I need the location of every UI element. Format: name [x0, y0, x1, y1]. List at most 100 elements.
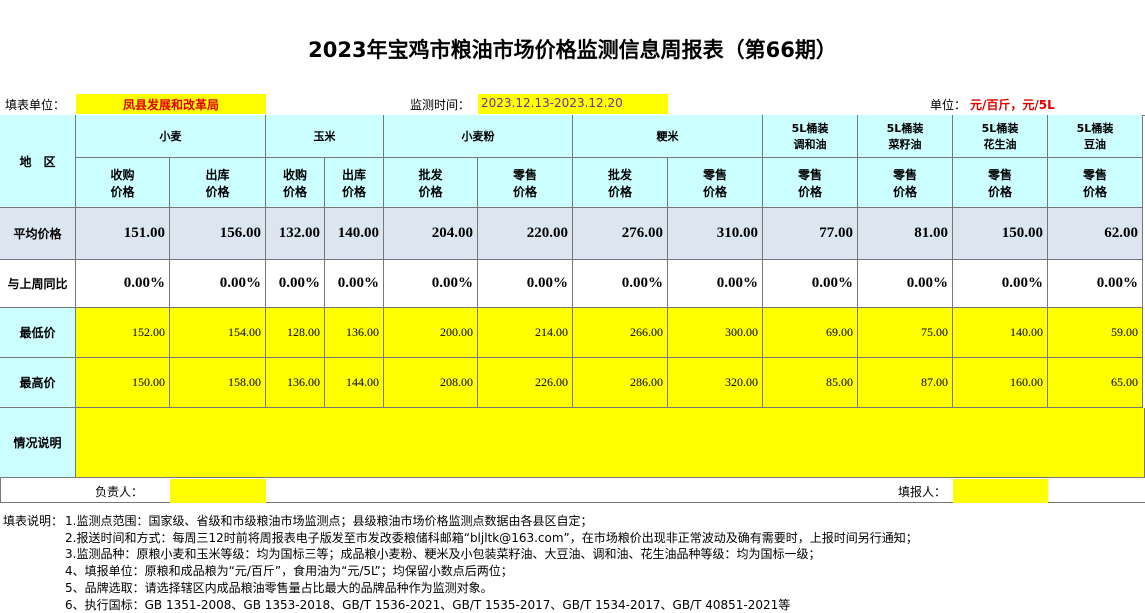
sub-header: 出库 价格	[170, 158, 266, 208]
group-header: 粳米	[573, 115, 763, 158]
sub-header: 零售 价格	[1048, 158, 1143, 208]
group-header-line: 粳米	[656, 130, 679, 143]
cell: 144.00	[325, 358, 384, 408]
cell: 150.00	[76, 358, 170, 408]
cell: 276.00	[573, 208, 668, 260]
cell: 0.00%	[76, 260, 170, 308]
responsible-label: 负责人：	[95, 485, 144, 499]
remarks-label: 情况说明	[0, 408, 76, 478]
cell: 0.00%	[763, 260, 858, 308]
row-label: 平均价格	[0, 208, 76, 260]
cell: 136.00	[325, 308, 384, 358]
sub-header: 零售 价格	[763, 158, 858, 208]
cell: 77.00	[763, 208, 858, 260]
sub-header-line: 价格	[205, 184, 230, 199]
note-line: 4、填报单位：原粮和成品粮为“元/百斤”，食用油为“元/5L”；均保留小数点后两…	[65, 564, 513, 579]
sub-header-line: 零售	[1082, 167, 1107, 182]
sub-header: 出库 价格	[325, 158, 384, 208]
sub-header-line: 价格	[987, 184, 1012, 199]
sub-header: 收购 价格	[266, 158, 325, 208]
cell: 87.00	[858, 358, 953, 408]
sub-header: 收购 价格	[76, 158, 170, 208]
cell: 154.00	[170, 308, 266, 358]
group-header: 5L桶装 花生油	[953, 115, 1048, 158]
remarks	[76, 408, 1145, 478]
group-header-line: 5L桶装	[1076, 122, 1114, 135]
sub-header: 零售 价格	[953, 158, 1048, 208]
reporter-label: 填报人：	[898, 485, 947, 499]
cell: 128.00	[266, 308, 325, 358]
group-header: 5L桶装 调和油	[763, 115, 858, 158]
cell: 310.00	[668, 208, 763, 260]
cell: 200.00	[384, 308, 478, 358]
cell: 69.00	[763, 308, 858, 358]
cell: 150.00	[953, 208, 1048, 260]
cell: 75.00	[858, 308, 953, 358]
cell: 0.00%	[858, 260, 953, 308]
cell: 156.00	[170, 208, 266, 260]
sub-header-line: 价格	[512, 184, 537, 199]
cell: 140.00	[325, 208, 384, 260]
group-header-line: 5L桶装	[886, 122, 924, 135]
footer-row	[0, 478, 1145, 503]
group-header-line: 玉米	[313, 130, 336, 143]
cell: 152.00	[76, 308, 170, 358]
sub-header-line: 零售	[702, 167, 727, 182]
cell: 220.00	[478, 208, 573, 260]
cell: 300.00	[668, 308, 763, 358]
sub-header: 批发 价格	[384, 158, 478, 208]
sub-header-line: 零售	[797, 167, 822, 182]
sub-header-line: 价格	[341, 184, 366, 199]
cell: 208.00	[384, 358, 478, 408]
group-header: 小麦	[76, 115, 266, 158]
responsible	[170, 479, 266, 503]
cell: 0.00%	[1048, 260, 1143, 308]
cell: 0.00%	[478, 260, 573, 308]
cell: 65.00	[1048, 358, 1143, 408]
group-header-line: 菜籽油	[888, 138, 922, 151]
cell: 0.00%	[266, 260, 325, 308]
group-header-line: 5L桶装	[981, 122, 1019, 135]
region-header: 地 区	[0, 115, 76, 208]
sub-header-line: 零售	[987, 167, 1012, 182]
group-header-line: 豆油	[1084, 138, 1106, 151]
period-label: 监测时间：	[410, 98, 471, 112]
note-line: 5、品牌选取：请选择辖区内成品粮油零售量占比最大的品牌品种作为监测对象。	[65, 580, 493, 595]
sub-header: 零售 价格	[668, 158, 763, 208]
title: 2023年宝鸡市粮油市场价格监测信息周报表（第66期）	[308, 38, 837, 62]
cell: 140.00	[953, 308, 1048, 358]
sub-header-line: 零售	[512, 167, 537, 182]
sub-header: 批发 价格	[573, 158, 668, 208]
sub-header-line: 价格	[607, 184, 632, 199]
cell: 0.00%	[573, 260, 668, 308]
group-header-line: 小麦粉	[461, 130, 495, 143]
measure: 元/百斤，元/5L	[970, 98, 1055, 112]
sub-header-line: 出库	[341, 167, 366, 182]
cell: 132.00	[266, 208, 325, 260]
cell: 0.00%	[170, 260, 266, 308]
cell: 320.00	[668, 358, 763, 408]
sub-header-line: 出库	[205, 167, 230, 182]
sub-header-line: 价格	[418, 184, 443, 199]
sub-header-line: 价格	[892, 184, 917, 199]
sub-header-line: 批发	[607, 167, 632, 182]
cell: 204.00	[384, 208, 478, 260]
note-line: 6、执行国标：GB 1351-2008、GB 1353-2018、GB/T 15…	[65, 597, 791, 612]
note-line: 2.报送时间和方式：每周三12时前将周报表电子版发至市发改委粮储科邮箱“bljl…	[65, 530, 918, 545]
sub-header: 零售 价格	[858, 158, 953, 208]
measure-label: 单位：	[930, 98, 967, 112]
reporter	[953, 479, 1048, 503]
period: 2023.12.13-2023.12.20	[478, 94, 668, 114]
group-header: 5L桶装菜籽油	[858, 115, 953, 158]
sub-header-line: 价格	[282, 184, 307, 199]
cell: 160.00	[953, 358, 1048, 408]
cell: 214.00	[478, 308, 573, 358]
cell: 226.00	[478, 358, 573, 408]
sub-header-line: 价格	[797, 184, 822, 199]
sub-header-line: 零售	[892, 167, 917, 182]
row-label: 最低价	[0, 308, 76, 358]
note-line: 3.监测品种：原粮小麦和玉米等级：均为国标三等；成品粮小麦粉、粳米及小包装菜籽油…	[65, 547, 821, 562]
row-label: 最高价	[0, 358, 76, 408]
notes-label: 填表说明：	[3, 514, 64, 528]
cell: 151.00	[76, 208, 170, 260]
